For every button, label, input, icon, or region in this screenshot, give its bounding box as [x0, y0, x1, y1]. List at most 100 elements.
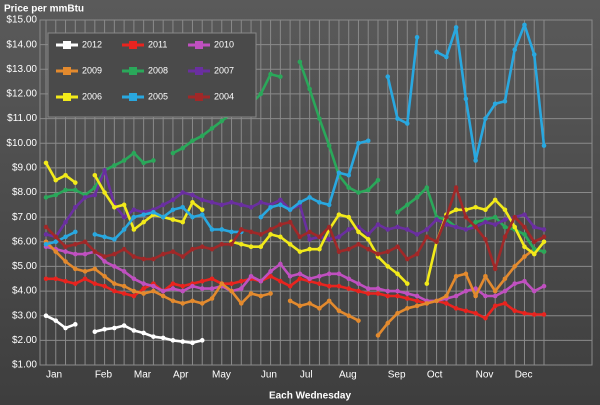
y-tick-label: $4.00 [12, 286, 37, 297]
data-point [190, 138, 195, 144]
data-point [287, 207, 293, 213]
data-point [180, 288, 186, 294]
data-point [502, 301, 508, 306]
data-point [248, 291, 254, 296]
data-point [326, 202, 332, 208]
data-point [82, 239, 88, 245]
data-point [121, 269, 127, 274]
x-tick-label: Feb [95, 370, 113, 381]
data-point [531, 288, 537, 294]
data-point [151, 288, 156, 294]
data-point [512, 281, 518, 286]
data-point [463, 96, 469, 102]
data-point [160, 293, 166, 299]
data-point [102, 283, 107, 289]
data-point [404, 291, 410, 296]
data-point [492, 101, 498, 107]
data-point [541, 283, 547, 289]
data-point [53, 276, 59, 282]
data-point [473, 219, 478, 225]
data-point [385, 320, 391, 326]
y-tick-label: $5.00 [12, 261, 37, 272]
data-point [278, 234, 283, 240]
data-point [112, 163, 117, 168]
legend-label: 2009 [82, 65, 102, 75]
data-point [346, 185, 352, 190]
data-point [317, 281, 322, 286]
x-tick-label: Nov [476, 370, 494, 381]
data-point [375, 286, 381, 291]
data-point [170, 207, 176, 213]
data-point [502, 217, 508, 222]
x-tick-label: May [212, 370, 231, 381]
data-point [102, 259, 107, 264]
data-point [141, 281, 146, 286]
data-point [317, 234, 322, 240]
data-point [502, 99, 508, 104]
data-point [453, 185, 459, 190]
legend: 2012 2011 2010 2009 2008 2007 2006 2005 2004 [47, 32, 257, 118]
data-point [170, 217, 176, 222]
data-point [385, 249, 391, 254]
data-point [151, 283, 156, 289]
data-point [131, 227, 137, 232]
data-point [287, 298, 293, 304]
data-point [522, 232, 527, 237]
data-point [522, 254, 527, 259]
data-point [531, 224, 537, 230]
data-point [258, 91, 264, 97]
data-point [336, 234, 342, 240]
data-point [317, 273, 322, 279]
data-point [43, 241, 49, 247]
data-point [492, 303, 498, 309]
data-point [63, 249, 68, 254]
data-point [424, 301, 430, 306]
data-point [385, 293, 391, 299]
data-point [453, 306, 459, 311]
data-point [219, 281, 225, 286]
legend-label: 2005 [148, 91, 168, 101]
legend-label: 2010 [214, 39, 234, 49]
data-point [92, 172, 98, 178]
data-point [268, 227, 273, 232]
data-point [131, 207, 137, 213]
data-point [307, 276, 312, 282]
data-point [238, 278, 244, 284]
data-point [444, 293, 449, 299]
data-point [502, 288, 508, 294]
data-point [365, 246, 371, 252]
y-tick-label: $13.00 [6, 64, 37, 75]
data-point [43, 276, 49, 282]
data-point [238, 286, 244, 291]
data-point [82, 269, 88, 274]
series-lines [43, 22, 547, 346]
data-point [336, 283, 342, 289]
data-point [180, 254, 186, 259]
legend-label: 2008 [148, 65, 168, 75]
data-point [248, 229, 254, 235]
data-point [209, 200, 215, 205]
data-point [483, 273, 488, 279]
data-point [238, 202, 244, 208]
data-point [326, 237, 332, 242]
y-tick-label: $15.00 [6, 15, 37, 26]
data-point [229, 241, 234, 247]
data-point [356, 241, 361, 247]
data-point [141, 256, 146, 262]
data-point [151, 158, 156, 163]
data-point [43, 224, 49, 230]
data-point [131, 150, 137, 156]
data-point [336, 212, 342, 217]
data-point [531, 239, 537, 245]
series-line [45, 186, 545, 271]
x-tick-label: Dec [515, 370, 533, 381]
data-point [190, 298, 195, 304]
data-point [346, 286, 352, 291]
data-point [512, 224, 518, 230]
data-point [346, 214, 352, 220]
data-point [541, 239, 547, 245]
x-tick-label: Jan [46, 370, 62, 381]
data-point [209, 246, 215, 252]
data-point [102, 254, 107, 259]
data-point [190, 192, 195, 198]
